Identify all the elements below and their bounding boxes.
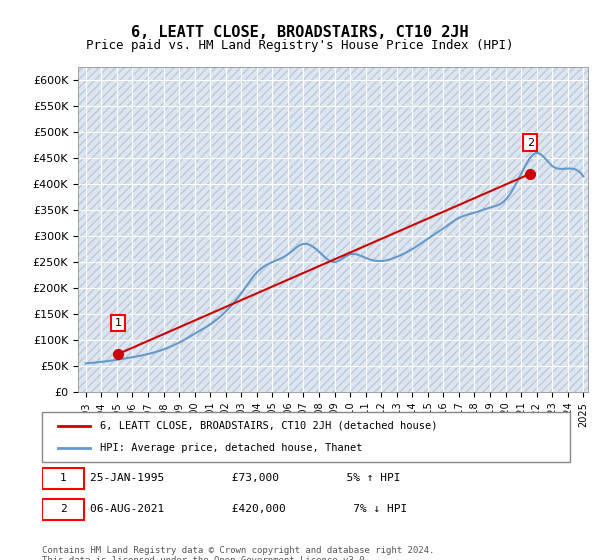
- Text: 06-AUG-2021          £420,000          7% ↓ HPI: 06-AUG-2021 £420,000 7% ↓ HPI: [89, 504, 407, 514]
- Text: 2: 2: [527, 138, 534, 148]
- Text: 6, LEATT CLOSE, BROADSTAIRS, CT10 2JH: 6, LEATT CLOSE, BROADSTAIRS, CT10 2JH: [131, 25, 469, 40]
- Text: 1: 1: [115, 318, 121, 328]
- FancyBboxPatch shape: [42, 499, 84, 520]
- Text: Contains HM Land Registry data © Crown copyright and database right 2024.
This d: Contains HM Land Registry data © Crown c…: [42, 546, 434, 560]
- FancyBboxPatch shape: [42, 468, 84, 489]
- FancyBboxPatch shape: [42, 412, 570, 462]
- Text: 6, LEATT CLOSE, BROADSTAIRS, CT10 2JH (detached house): 6, LEATT CLOSE, BROADSTAIRS, CT10 2JH (d…: [100, 421, 437, 431]
- Text: 25-JAN-1995          £73,000          5% ↑ HPI: 25-JAN-1995 £73,000 5% ↑ HPI: [89, 473, 400, 483]
- Text: Price paid vs. HM Land Registry's House Price Index (HPI): Price paid vs. HM Land Registry's House …: [86, 39, 514, 52]
- Text: 2: 2: [60, 504, 67, 514]
- Text: HPI: Average price, detached house, Thanet: HPI: Average price, detached house, Than…: [100, 443, 362, 453]
- Text: 1: 1: [60, 473, 67, 483]
